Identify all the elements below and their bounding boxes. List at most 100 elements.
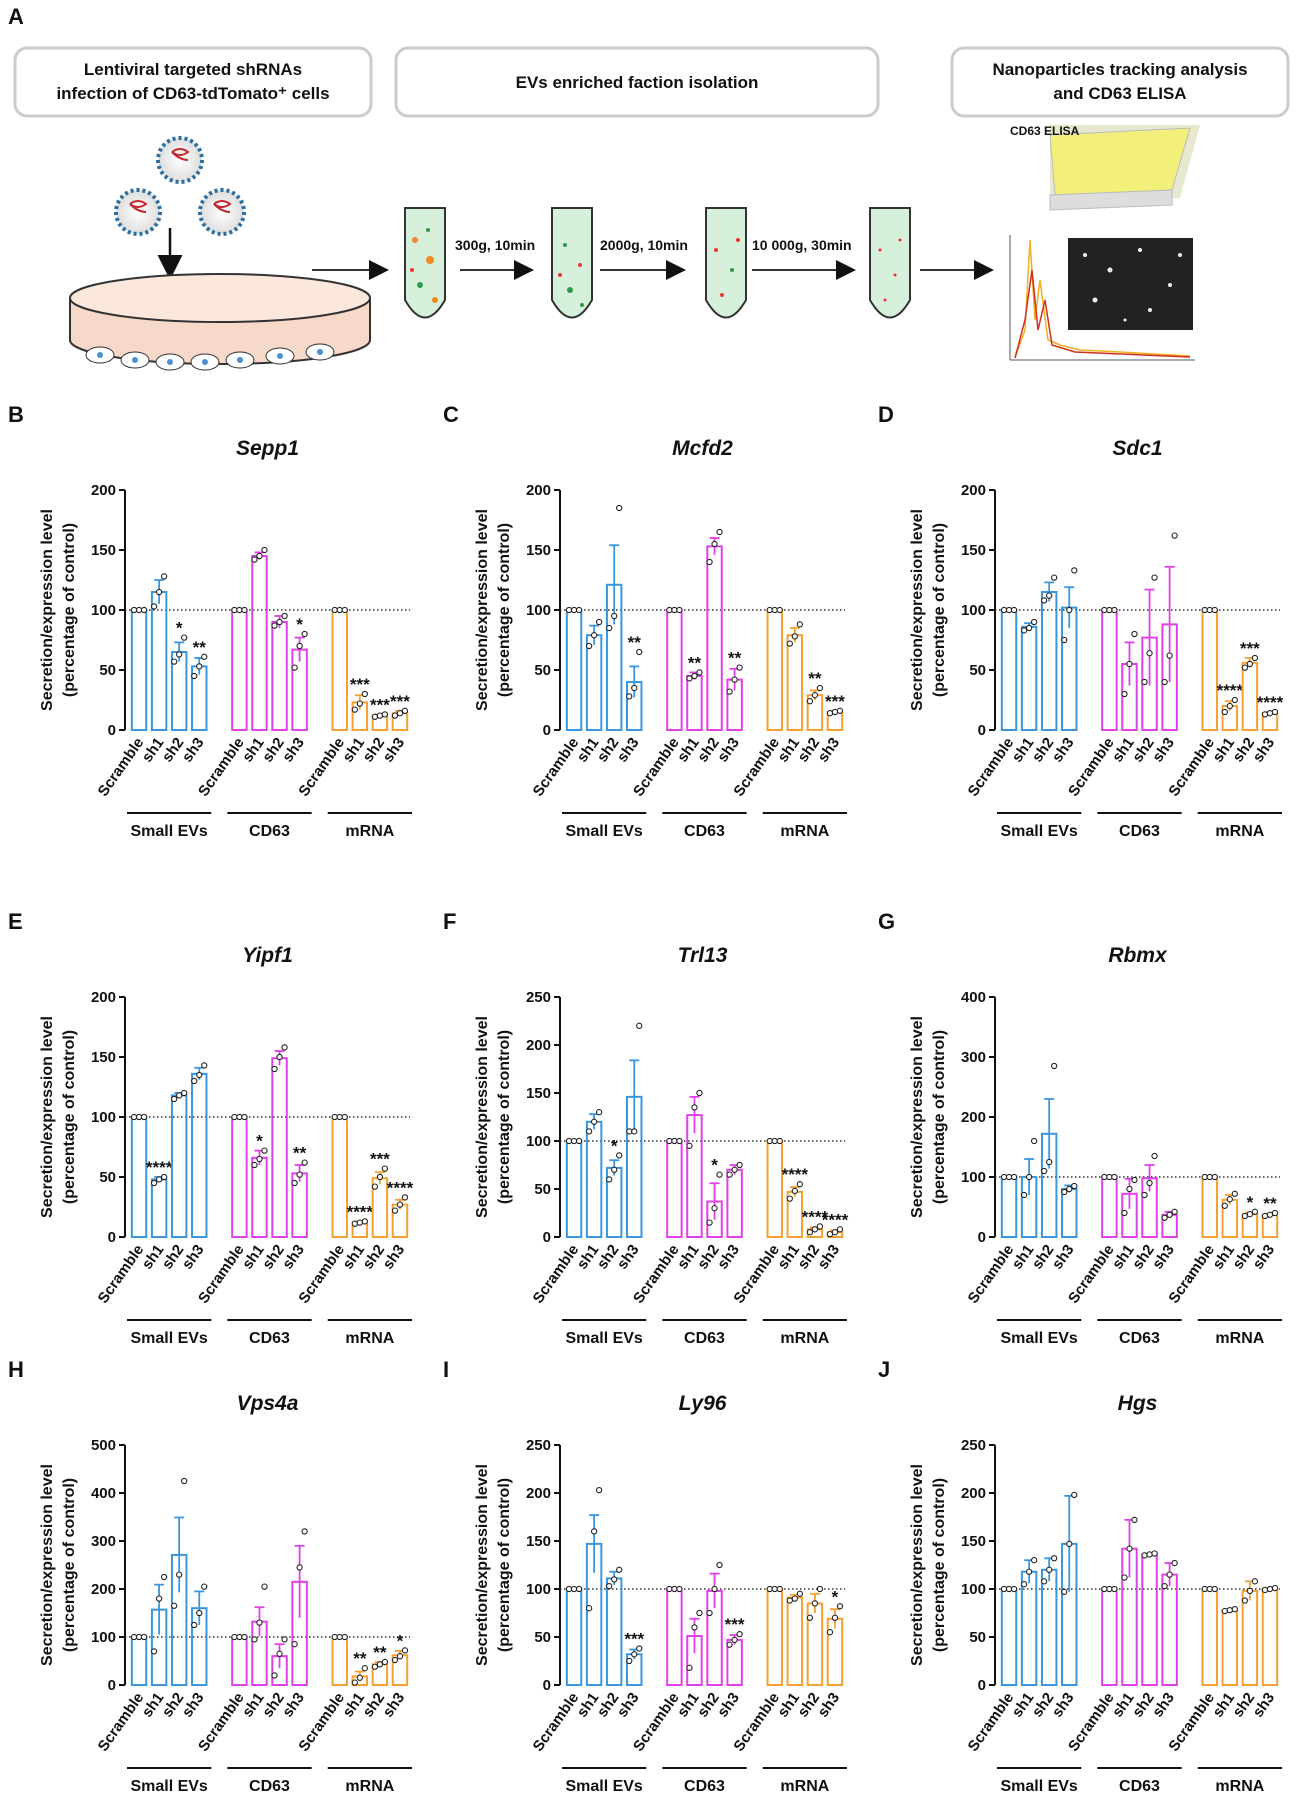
x-tick-label: Scramble bbox=[95, 1242, 148, 1307]
data-point bbox=[191, 1077, 198, 1085]
bar bbox=[666, 1588, 683, 1686]
panel-letter: H bbox=[8, 1357, 24, 1382]
y-tick-label: 200 bbox=[526, 482, 551, 499]
y-axis-label: (percentage of control) bbox=[61, 1030, 78, 1204]
data-point bbox=[1251, 1208, 1259, 1215]
chart-title: Sepp1 bbox=[236, 437, 299, 460]
significance-label: **** bbox=[802, 1207, 829, 1226]
y-tick-label: 0 bbox=[978, 1677, 986, 1694]
bar bbox=[766, 1140, 783, 1238]
data-point bbox=[631, 1651, 638, 1658]
bar bbox=[565, 609, 583, 731]
data-point bbox=[811, 1226, 819, 1233]
y-tick-label: 0 bbox=[543, 722, 551, 739]
x-tick-label: sh3 bbox=[1249, 1242, 1278, 1273]
group-label: Small EVs bbox=[565, 823, 642, 840]
elisa-plate bbox=[1049, 125, 1200, 211]
y-tick-label: 100 bbox=[526, 1133, 551, 1150]
data-point bbox=[1000, 1585, 1008, 1593]
data-point bbox=[1005, 1173, 1013, 1181]
data-point bbox=[816, 1223, 824, 1230]
data-point bbox=[1211, 1173, 1218, 1181]
x-tick-label: sh3 bbox=[1149, 735, 1178, 766]
data-point bbox=[1066, 1540, 1073, 1548]
data-point bbox=[636, 648, 643, 656]
data-point bbox=[565, 606, 573, 614]
data-point bbox=[836, 1603, 844, 1610]
data-point bbox=[1141, 678, 1148, 686]
data-point bbox=[1226, 1606, 1233, 1614]
data-point bbox=[711, 540, 718, 548]
x-tick-label: Scramble bbox=[95, 735, 148, 800]
y-tick-label: 100 bbox=[91, 602, 116, 619]
data-point bbox=[1020, 1581, 1028, 1588]
y-tick-label: 250 bbox=[526, 989, 551, 1006]
panel-letter: J bbox=[878, 1357, 890, 1382]
data-point bbox=[1101, 1585, 1108, 1593]
data-point bbox=[726, 688, 733, 695]
y-tick-label: 100 bbox=[961, 602, 986, 619]
data-point bbox=[1146, 1551, 1153, 1558]
data-point bbox=[1206, 606, 1213, 614]
data-point bbox=[160, 1573, 168, 1581]
bar bbox=[291, 648, 308, 731]
data-point bbox=[1141, 1552, 1148, 1559]
data-point bbox=[676, 1137, 683, 1145]
significance-label: **** bbox=[387, 1178, 414, 1197]
bar bbox=[130, 609, 148, 731]
data-point bbox=[181, 1477, 188, 1485]
data-point bbox=[1161, 678, 1168, 686]
data-point bbox=[1201, 1585, 1208, 1593]
bar bbox=[766, 1588, 783, 1686]
data-point bbox=[391, 712, 399, 719]
data-point bbox=[736, 1630, 743, 1638]
data-point bbox=[1251, 1578, 1259, 1585]
group-label: Small EVs bbox=[130, 823, 207, 840]
y-tick-label: 100 bbox=[526, 1581, 551, 1598]
y-tick-label: 200 bbox=[91, 989, 116, 1006]
data-point bbox=[691, 672, 698, 680]
significance-label: ** bbox=[193, 638, 207, 657]
data-point bbox=[1151, 1152, 1158, 1160]
tubes bbox=[312, 207, 994, 319]
data-point bbox=[1051, 1555, 1058, 1562]
data-point bbox=[276, 618, 283, 626]
y-tick-label: 300 bbox=[961, 1049, 986, 1066]
data-point bbox=[806, 1614, 814, 1621]
data-point bbox=[196, 663, 203, 670]
panel-letter: E bbox=[8, 909, 23, 934]
group-label: Small EVs bbox=[1000, 823, 1077, 840]
data-point bbox=[261, 1583, 268, 1590]
data-point bbox=[1126, 1185, 1133, 1193]
data-point bbox=[251, 1636, 258, 1643]
data-point bbox=[236, 1113, 243, 1121]
data-point bbox=[391, 1656, 399, 1664]
data-point bbox=[135, 1113, 143, 1121]
data-point bbox=[1101, 1173, 1108, 1181]
data-point bbox=[771, 606, 778, 614]
data-point bbox=[791, 1595, 798, 1602]
data-point bbox=[155, 588, 163, 596]
significance-label: **** bbox=[822, 1210, 849, 1229]
data-point bbox=[376, 1661, 384, 1668]
data-point bbox=[570, 606, 578, 614]
y-tick-label: 0 bbox=[108, 1229, 116, 1246]
data-point bbox=[1221, 1202, 1228, 1209]
data-point bbox=[671, 1137, 678, 1145]
x-tick-label: sh3 bbox=[179, 1242, 208, 1273]
data-point bbox=[1271, 1584, 1279, 1592]
significance-label: * bbox=[832, 1587, 839, 1606]
data-point bbox=[706, 1609, 713, 1617]
data-point bbox=[1241, 664, 1249, 671]
data-point bbox=[171, 658, 178, 665]
y-tick-label: 50 bbox=[969, 662, 986, 679]
data-point bbox=[301, 1528, 308, 1535]
data-point bbox=[1046, 1158, 1053, 1166]
data-point bbox=[376, 1173, 384, 1181]
x-tick-label: sh3 bbox=[1249, 1690, 1278, 1721]
panel-letter: A bbox=[8, 4, 24, 29]
y-tick-label: 0 bbox=[978, 722, 986, 739]
y-tick-label: 400 bbox=[91, 1485, 116, 1502]
data-point bbox=[595, 618, 603, 626]
data-point bbox=[191, 672, 198, 680]
